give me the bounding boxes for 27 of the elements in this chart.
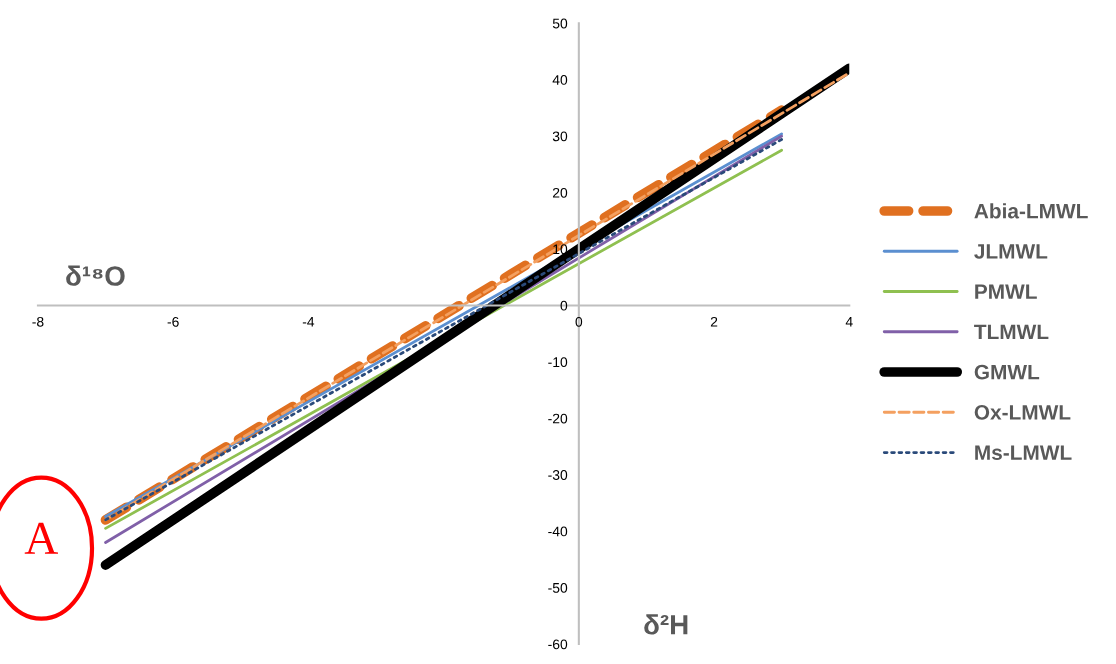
y-tick-label: 20 [552,187,568,198]
y-tick-label: -40 [548,526,568,537]
y-tick-label: -30 [548,470,568,480]
x-tick-label: -8 [32,316,44,327]
y-tick-label: -20 [548,413,568,424]
legend-label: JLMWL [974,244,1048,259]
legend-label: Abia-LMWL [974,203,1088,219]
x-axis-title: δ¹⁸O [66,265,125,286]
x-tick-label: 2 [710,316,718,327]
legend-label: GMWL [974,364,1040,380]
x-tick-label: -4 [302,317,315,327]
x-tick-label: -6 [167,316,179,327]
y-tick-label: 40 [552,75,568,85]
legend-label: Ox-LMWL [974,405,1071,420]
y-tick-label: -50 [548,582,568,593]
annotation: A [24,522,59,554]
x-tick-label: 0 [575,316,583,327]
y-tick-label: -60 [548,639,568,650]
y-tick-label: -10 [548,357,568,368]
y-tick-label: 50 [552,18,568,29]
y-axis-title: δ²H [644,614,688,635]
x-tick-label: 4 [845,317,853,327]
legend-label: PMWL [975,284,1037,299]
y-tick-label: 0 [560,300,568,311]
legend-label: TLMWL [974,324,1049,340]
legend-label: Ms-LMWL [975,445,1072,461]
y-tick-label: 30 [552,131,568,142]
